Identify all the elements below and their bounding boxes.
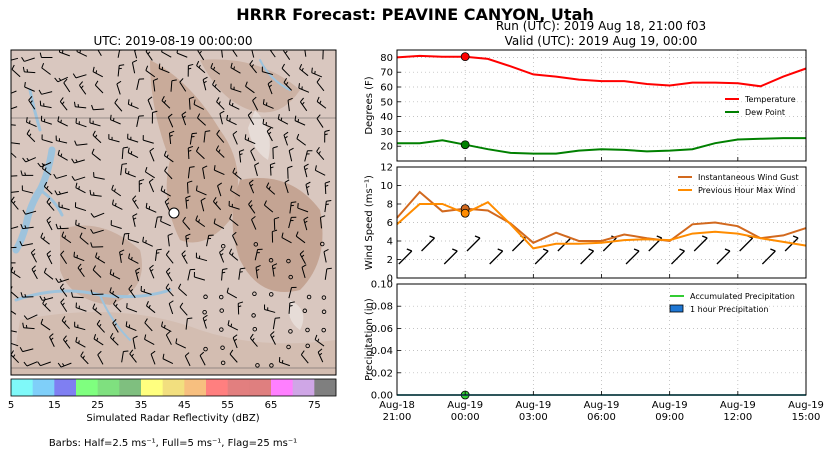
current-time-marker	[461, 209, 469, 217]
wind-barb	[717, 249, 730, 264]
wind-barb	[671, 249, 684, 264]
wind-barb	[467, 236, 480, 251]
map-title: UTC: 2019-08-19 00:00:00	[93, 34, 252, 48]
y-tick-label: 0.10	[371, 280, 393, 291]
legend: Temperature Dew Point	[725, 95, 796, 117]
y-tick-label: 8	[387, 200, 393, 211]
legend-entry: Instantaneous Wind Gust	[698, 173, 799, 182]
valid-time-label: Valid (UTC): 2019 Aug 19, 00:00	[505, 34, 698, 48]
colorbar-label: Simulated Radar Reflectivity (dBZ)	[86, 413, 259, 424]
y-tick-label: 70	[380, 68, 393, 79]
x-tick-date: Aug-19	[584, 400, 620, 411]
legend: Instantaneous Wind Gust Previous Hour Max…	[678, 173, 799, 195]
x-tick-time: 09:00	[655, 412, 684, 423]
barb-legend-note: Barbs: Half=2.5 ms⁻¹, Full=5 ms⁻¹, Flag=…	[49, 438, 297, 449]
wind-barb	[444, 249, 457, 264]
colorbar-tick-label: 35	[135, 400, 148, 411]
legend-entry: 1 hour Precipitation	[690, 305, 769, 314]
y-axis-label: Precipitation (in)	[364, 298, 375, 381]
y-tick-label: 50	[380, 97, 393, 108]
x-tick-time: 21:00	[383, 412, 412, 423]
legend-entry: Dew Point	[745, 108, 785, 117]
terrain-map	[3, 43, 336, 375]
colorbar-tick-label: 55	[221, 400, 234, 411]
x-tick-time: 06:00	[587, 412, 616, 423]
y-tick-label: 60	[380, 83, 393, 94]
colorbar-swatch	[271, 379, 293, 396]
colorbar-swatch	[141, 379, 163, 396]
y-tick-label: 6	[387, 218, 393, 229]
x-axis-labels: Aug-1821:00Aug-1900:00Aug-1903:00Aug-190…	[379, 400, 824, 423]
colorbar-swatch	[293, 379, 315, 396]
colorbar-swatch	[228, 379, 250, 396]
colorbar-swatch	[98, 379, 120, 396]
wind-barb	[490, 249, 503, 264]
colorbar-tick-label: 45	[178, 400, 191, 411]
wind-barb	[762, 249, 775, 264]
y-tick-label: 80	[380, 53, 393, 64]
x-tick-date: Aug-19	[447, 400, 483, 411]
legend-entry: Temperature	[744, 95, 796, 104]
y-tick-label: 30	[380, 127, 393, 138]
wind-barb	[740, 236, 753, 251]
legend-entry: Accumulated Precipitation	[690, 292, 795, 301]
x-tick-date: Aug-19	[515, 400, 551, 411]
wind-barb	[581, 249, 594, 264]
y-axis-label: Degrees (F)	[364, 76, 375, 134]
legend: Accumulated Precipitation 1 hour Precipit…	[670, 292, 795, 314]
colorbar-swatch	[314, 379, 336, 396]
legend-entry: Previous Hour Max Wind	[698, 186, 795, 195]
reflectivity-colorbar	[11, 379, 336, 396]
x-tick-time: 03:00	[519, 412, 548, 423]
x-tick-time: 12:00	[723, 412, 752, 423]
colorbar-tick-label: 65	[265, 400, 278, 411]
y-tick-label: 12	[380, 163, 393, 174]
colorbar-swatch	[119, 379, 141, 396]
colorbar-swatch	[54, 379, 76, 396]
series-line-1-1	[397, 56, 806, 86]
colorbar-swatch	[184, 379, 206, 396]
x-tick-date: Aug-19	[788, 400, 824, 411]
colorbar-tick-label: 5	[8, 400, 14, 411]
run-time-label: Run (UTC): 2019 Aug 18, 21:00 f03	[496, 19, 706, 33]
x-tick-time: 15:00	[792, 412, 821, 423]
colorbar-tick-label: 75	[308, 400, 321, 411]
colorbar-swatch	[163, 379, 185, 396]
legend-swatch	[670, 305, 683, 312]
y-axis-label: Wind Speed (ms⁻¹)	[364, 175, 375, 270]
current-time-marker	[461, 141, 469, 149]
colorbar-swatch	[249, 379, 271, 396]
colorbar-swatch	[76, 379, 98, 396]
y-tick-label: 40	[380, 112, 393, 123]
y-tick-label: 4	[387, 237, 393, 248]
colorbar-swatch	[33, 379, 55, 396]
current-time-marker	[461, 53, 469, 61]
station-marker	[169, 208, 179, 218]
y-tick-label: 10	[380, 181, 393, 192]
x-tick-time: 00:00	[451, 412, 480, 423]
x-tick-date: Aug-19	[652, 400, 688, 411]
chart-panel-1: 20 30 40 50 60 70 80 Degrees (F) Temperature Dew …	[364, 50, 806, 161]
colorbar-tick-label: 25	[91, 400, 104, 411]
wind-barb	[626, 249, 639, 264]
y-tick-label: 20	[380, 142, 393, 153]
time-series-panels: 20 30 40 50 60 70 80 Degrees (F) Temperature Dew …	[364, 50, 824, 423]
y-tick-label: 2	[387, 255, 393, 266]
wind-barb	[399, 249, 412, 264]
colorbar-swatch	[206, 379, 228, 396]
colorbar-swatch	[11, 379, 33, 396]
wind-barb	[694, 236, 707, 251]
wind-barb	[535, 249, 548, 264]
x-tick-date: Aug-18	[379, 400, 415, 411]
colorbar-tick-label: 15	[48, 400, 61, 411]
wind-barb	[422, 236, 435, 251]
colorbar-tick-labels: 5 15 25 35 45 55 65 75	[8, 400, 321, 411]
x-tick-date: Aug-19	[720, 400, 756, 411]
